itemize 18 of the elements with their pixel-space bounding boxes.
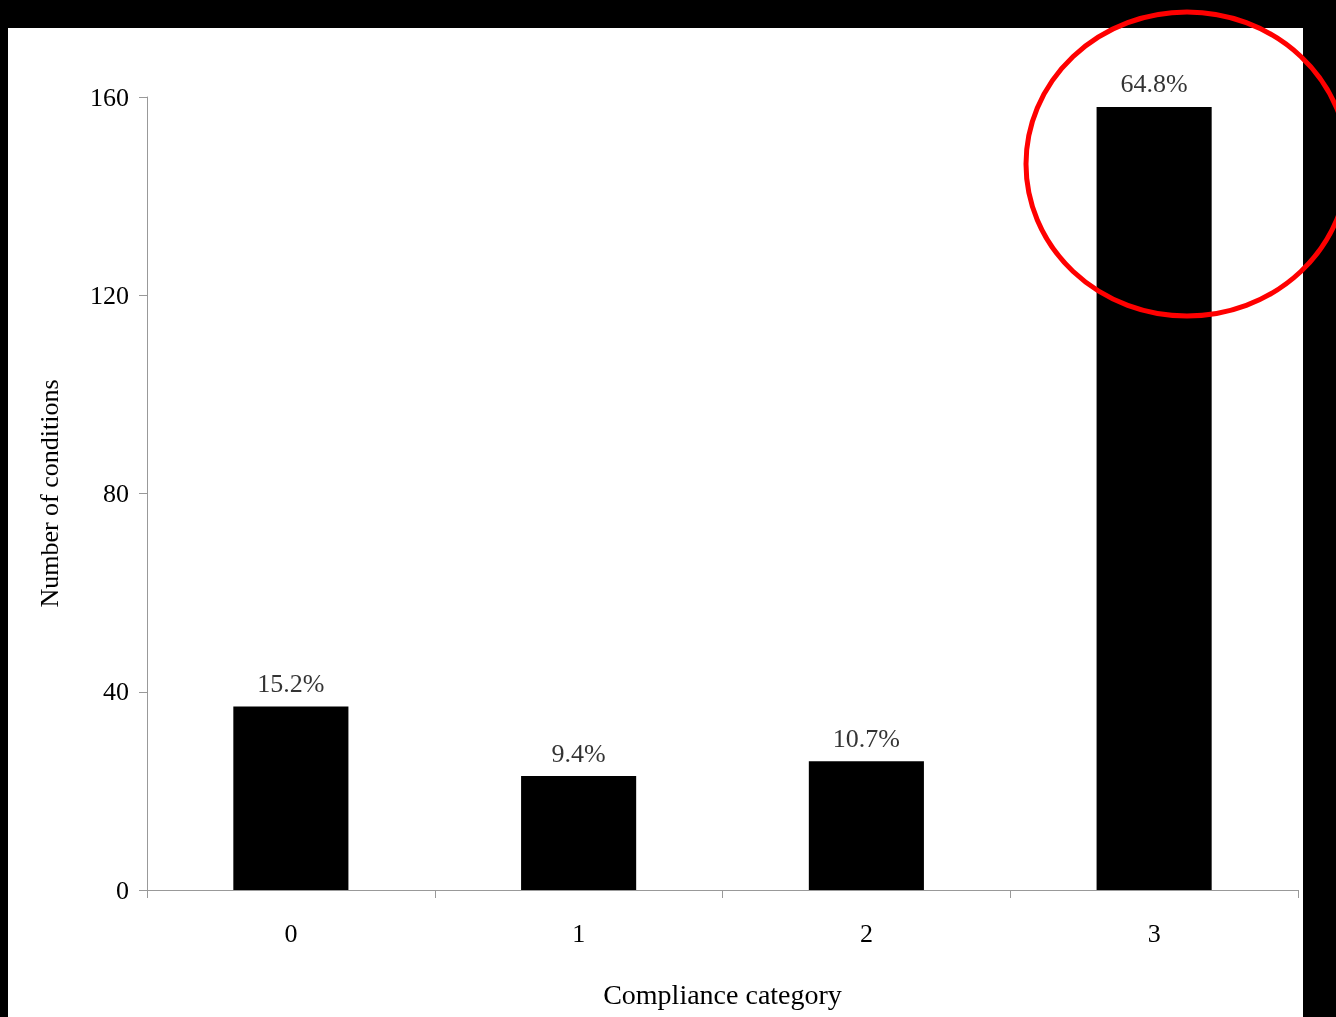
- y-axis-title: Number of conditions: [34, 379, 64, 608]
- bar: [521, 776, 637, 890]
- y-tick-label: 0: [116, 875, 129, 905]
- bar: [233, 706, 349, 890]
- x-tick-label: 3: [1147, 918, 1161, 948]
- x-tick-label: 2: [859, 918, 873, 948]
- y-tick-label: 40: [103, 677, 129, 707]
- x-axis-title: Compliance category: [603, 978, 842, 1010]
- bar: [808, 761, 924, 890]
- annotation: 15.2%: [257, 669, 325, 699]
- x-tick-label: 0: [284, 918, 298, 948]
- y-tick-label: 80: [103, 479, 129, 508]
- x-tick-label: 1: [572, 918, 586, 948]
- y-tick-label: 120: [90, 280, 129, 310]
- y-tick-label: 160: [90, 82, 129, 112]
- annotation: 9.4%: [551, 738, 606, 768]
- annotation: 10.7%: [832, 723, 900, 753]
- annotation: 64.8%: [1120, 69, 1188, 99]
